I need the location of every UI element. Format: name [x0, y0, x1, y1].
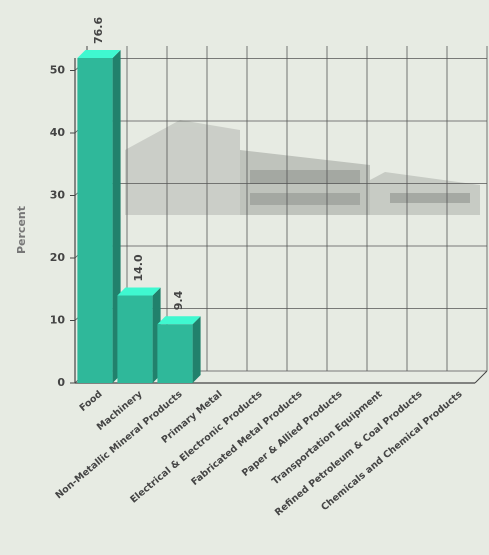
y-axis-label: Percent — [15, 206, 28, 254]
y-tick-label: 20 — [50, 251, 66, 264]
value-label: 76.6 — [92, 17, 105, 44]
bar — [77, 58, 113, 383]
bar-top — [157, 316, 201, 325]
bar-side — [192, 316, 201, 383]
factory-illustration — [125, 120, 480, 215]
bar — [117, 295, 153, 383]
value-label: 9.4 — [172, 290, 185, 310]
y-tick-label: 30 — [50, 189, 66, 202]
y-tick-label: 50 — [50, 64, 66, 77]
bar — [157, 324, 193, 383]
value-label: 14.0 — [132, 254, 145, 281]
bar-top — [117, 287, 161, 296]
y-tick-label: 0 — [57, 376, 65, 389]
y-tick-label: 10 — [50, 314, 66, 327]
y-tick-label: 40 — [50, 126, 66, 139]
floor-edge — [474, 370, 488, 384]
bar-top — [77, 50, 121, 58]
